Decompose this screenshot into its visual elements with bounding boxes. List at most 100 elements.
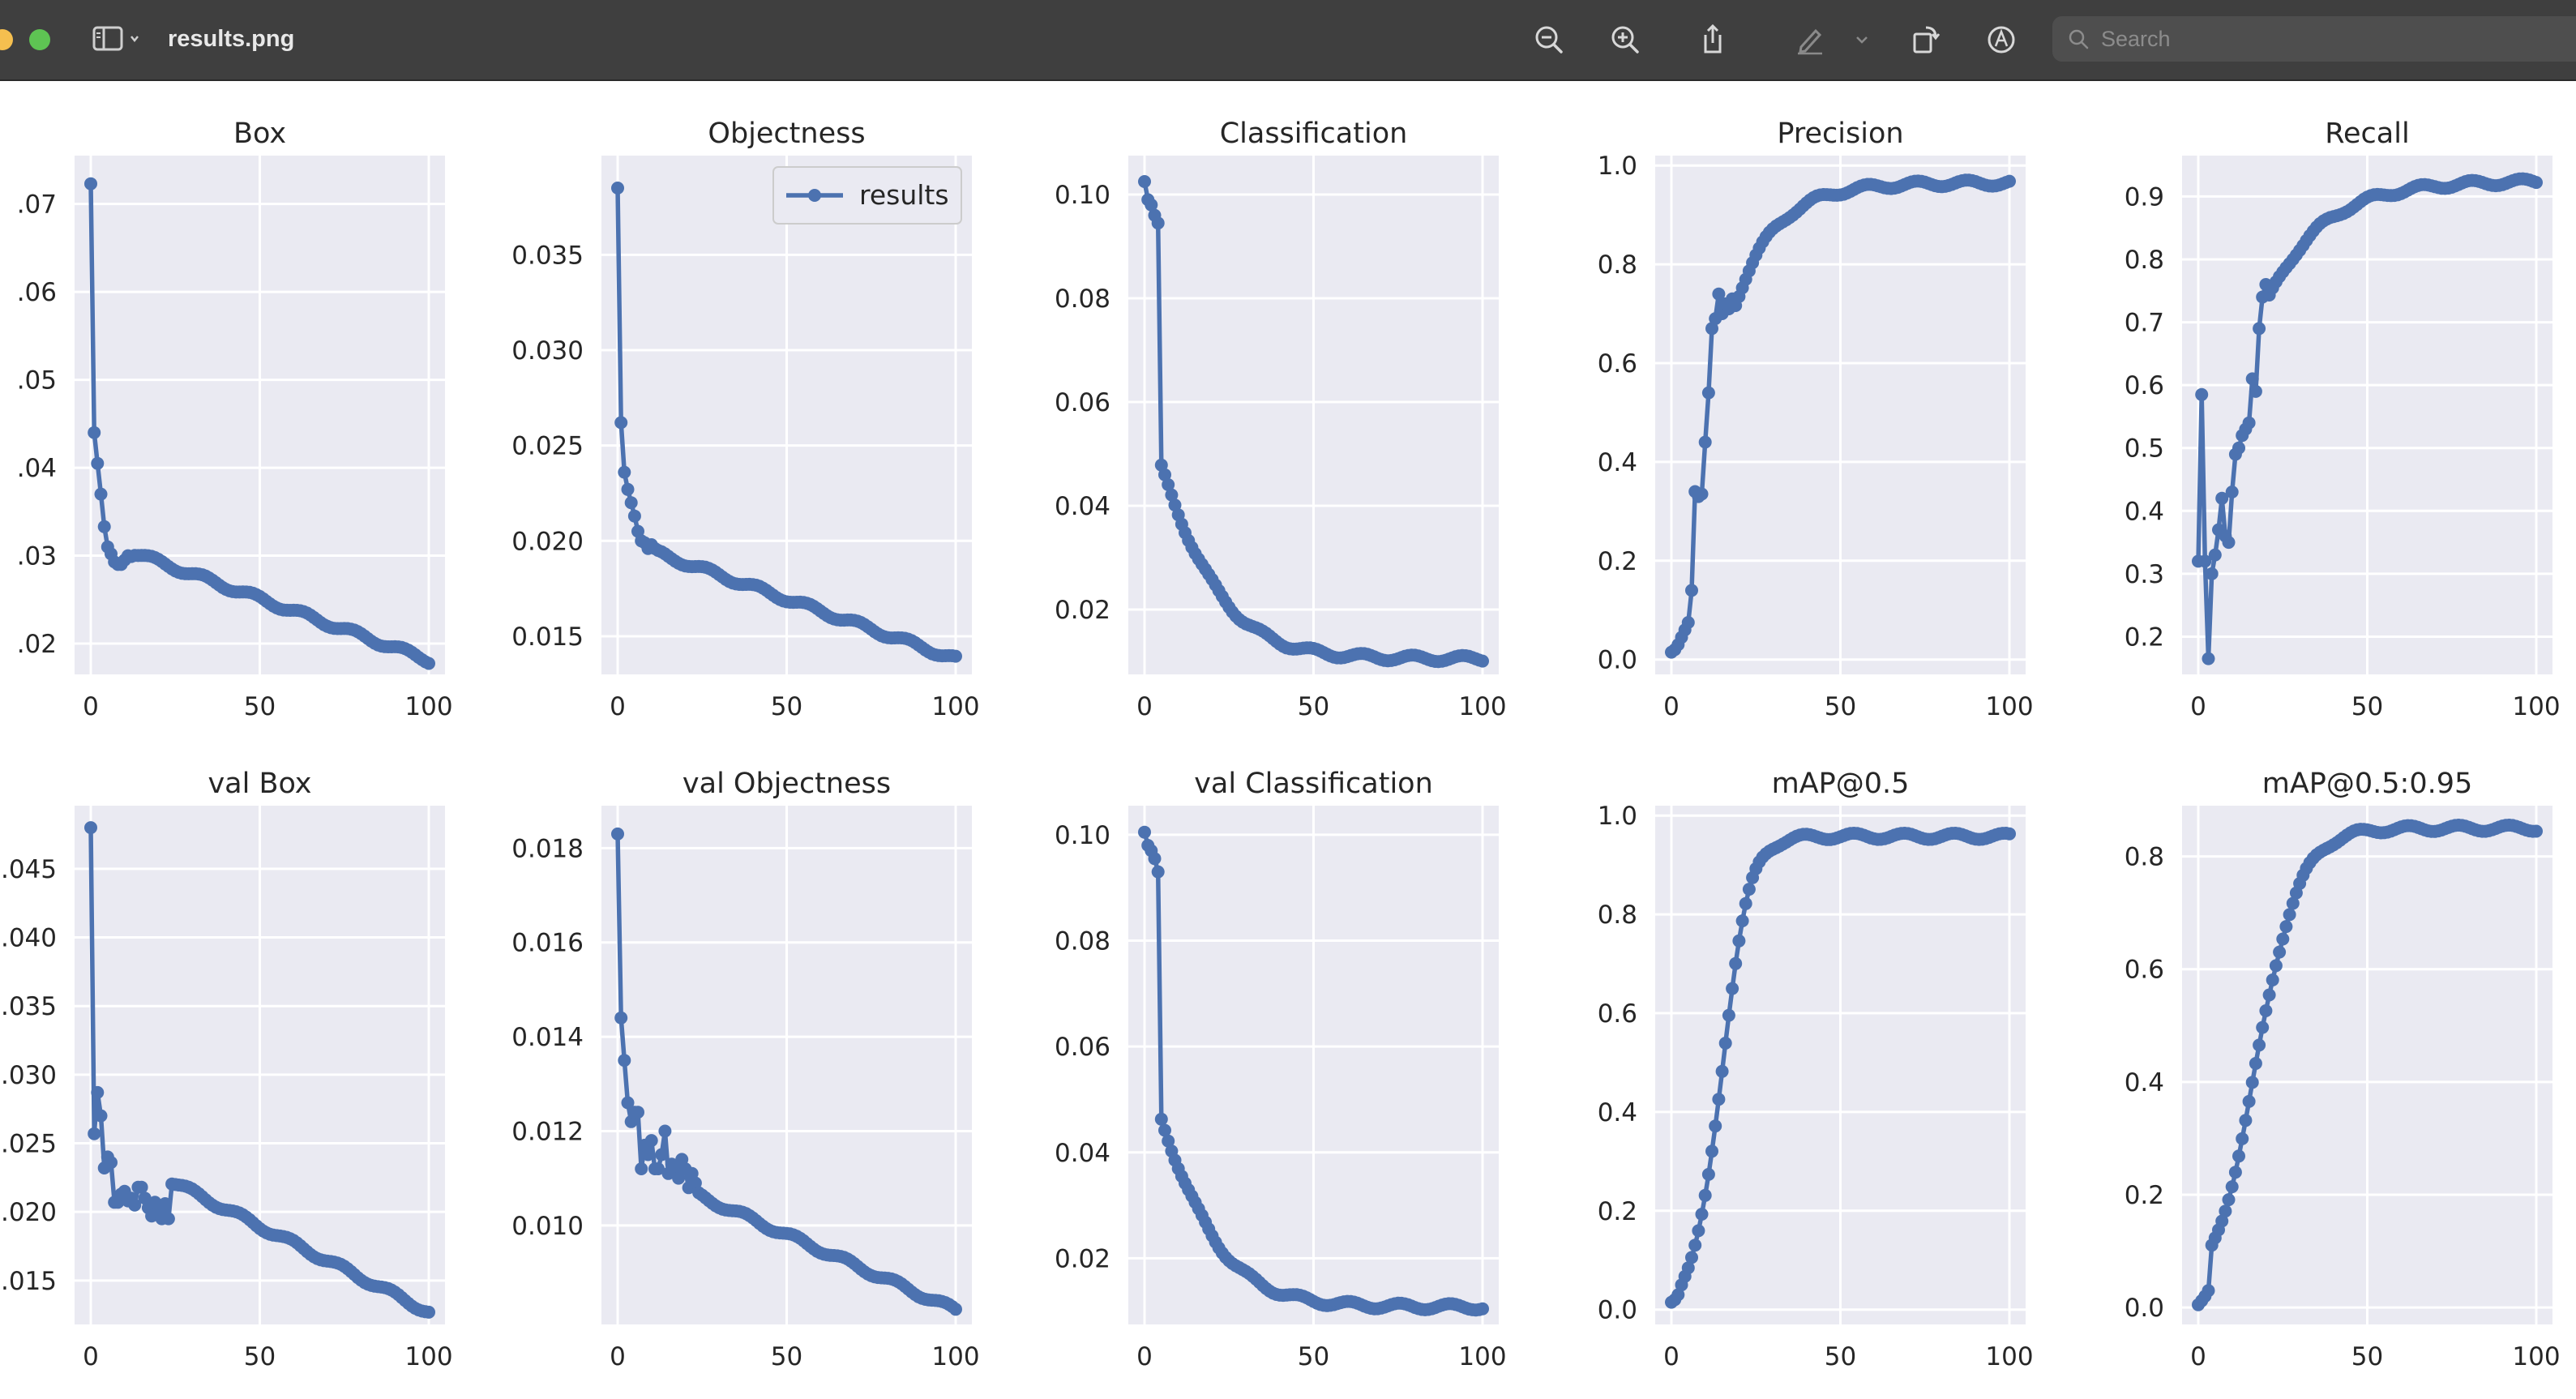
data-point — [161, 1212, 175, 1226]
rotate-button[interactable] — [1906, 21, 1944, 58]
data-point — [135, 1180, 148, 1194]
data-point — [611, 182, 624, 195]
legend-box — [772, 166, 962, 225]
data-point — [94, 487, 108, 501]
data-point — [614, 416, 628, 430]
y-tick-label: 0.014 — [511, 1023, 584, 1052]
data-point — [1726, 982, 1739, 995]
y-tick-label: 0.06 — [1055, 388, 1110, 417]
data-point — [1688, 1239, 1702, 1252]
data-point — [422, 657, 435, 670]
markup-dropdown-button[interactable] — [1850, 21, 1874, 58]
search-input[interactable] — [2101, 23, 2555, 55]
x-tick-label: 50 — [244, 692, 276, 721]
data-point — [2205, 567, 2219, 580]
data-point — [672, 1171, 686, 1185]
data-point — [2215, 491, 2229, 505]
y-tick-label: 0.6 — [1598, 349, 1637, 379]
x-tick-label: 50 — [1298, 1342, 1329, 1371]
data-point — [2279, 920, 2293, 934]
x-tick-label: 50 — [2351, 1342, 2383, 1371]
y-tick-label: 0.6 — [2125, 371, 2164, 400]
data-point — [2256, 1020, 2270, 1034]
data-point — [618, 465, 631, 479]
y-tick-label: 0.8 — [2125, 843, 2164, 872]
subplot-title: val Objectness — [683, 768, 891, 800]
search-box[interactable] — [2052, 16, 2576, 62]
y-tick-label: 0.5 — [2125, 434, 2164, 464]
x-tick-label: 100 — [2512, 1342, 2560, 1371]
x-tick-label: 50 — [2351, 692, 2383, 721]
chevron-down-icon — [1856, 36, 1868, 44]
zoom-window-button[interactable] — [29, 29, 50, 50]
markup-button[interactable] — [1791, 21, 1829, 58]
subplot-precision: Precision 1.0 0.8 0.6 0.4 0.2 0.0 0 50 100 — [1598, 118, 2034, 721]
data-point — [2262, 988, 2276, 1002]
data-point — [2242, 1094, 2256, 1108]
data-point — [1712, 1093, 1726, 1106]
subplot-title: val Box — [208, 768, 311, 800]
data-point — [1151, 865, 1165, 879]
share-icon — [1704, 24, 1722, 53]
y-tick-label: 0.8 — [1598, 901, 1637, 930]
data-point — [1154, 1112, 1168, 1126]
data-point — [611, 827, 624, 841]
data-point — [1685, 1251, 1698, 1264]
data-point — [1701, 1167, 1715, 1181]
data-point — [1701, 386, 1715, 400]
y-tick-label: 0.016 — [511, 929, 584, 958]
data-point — [618, 1054, 631, 1067]
data-point — [2253, 1038, 2266, 1052]
zoom-out-button[interactable] — [1530, 21, 1568, 58]
data-point — [2232, 1149, 2245, 1163]
subplot-map-0-5: mAP@0.5 1.0 0.8 0.6 0.4 0.2 0.0 0 50 100 — [1598, 768, 2034, 1371]
data-point — [88, 426, 101, 439]
data-point — [1685, 584, 1698, 597]
data-point — [1712, 287, 1726, 301]
data-point — [1705, 322, 1718, 336]
y-tick-label: .025 — [1, 1130, 57, 1159]
y-tick-label: 0.0 — [1598, 1296, 1637, 1325]
share-button[interactable] — [1694, 21, 1731, 58]
y-tick-label: 0.7 — [2125, 309, 2164, 338]
y-tick-label: 0.06 — [1055, 1033, 1110, 1062]
data-point — [1148, 852, 1162, 866]
x-tick-label: 100 — [404, 692, 452, 721]
data-point — [1168, 498, 1182, 512]
data-point — [1138, 825, 1151, 839]
y-tick-label: .05 — [17, 366, 57, 396]
data-point — [688, 1176, 702, 1190]
data-point — [1158, 468, 1171, 481]
minimize-window-button[interactable] — [0, 29, 13, 50]
annotate-button[interactable] — [1983, 21, 2020, 58]
x-tick-label: 0 — [610, 1342, 626, 1371]
data-point — [2222, 536, 2236, 550]
data-point — [2530, 176, 2543, 190]
data-point — [1722, 1008, 1735, 1022]
y-tick-label: 0.10 — [1055, 181, 1110, 210]
y-tick-label: 0.0 — [1598, 646, 1637, 675]
x-tick-label: 0 — [83, 1342, 99, 1371]
y-tick-label: 0.6 — [2125, 956, 2164, 985]
subplot-objectness: Objectness 0.035 0.030 0.025 0.020 0.015 0 50 10… — [511, 118, 979, 721]
data-point — [105, 1156, 118, 1170]
zoom-in-button[interactable] — [1607, 21, 1644, 58]
data-point — [1695, 1208, 1709, 1221]
data-point — [2259, 1004, 2273, 1017]
y-tick-label: 0.018 — [511, 834, 584, 863]
x-tick-label: 0 — [1136, 692, 1153, 721]
subplot-val-classification: val Classification 0.10 0.08 0.06 0.04 0.02 0 5… — [1055, 768, 1507, 1371]
y-tick-label: 0.10 — [1055, 821, 1110, 850]
x-tick-label: 100 — [1458, 1342, 1506, 1371]
y-tick-label: 0.012 — [511, 1117, 584, 1146]
data-point — [1681, 616, 1695, 629]
y-tick-label: 0.4 — [1598, 448, 1637, 477]
data-point — [949, 1303, 962, 1316]
data-point — [614, 1011, 628, 1025]
data-point — [2245, 1076, 2259, 1089]
y-tick-label: 0.2 — [1598, 1197, 1637, 1226]
x-tick-label: 50 — [771, 1342, 802, 1371]
sidebar-toggle-button[interactable] — [89, 23, 148, 55]
x-tick-label: 0 — [2190, 692, 2206, 721]
y-tick-label: 1.0 — [1598, 802, 1637, 831]
